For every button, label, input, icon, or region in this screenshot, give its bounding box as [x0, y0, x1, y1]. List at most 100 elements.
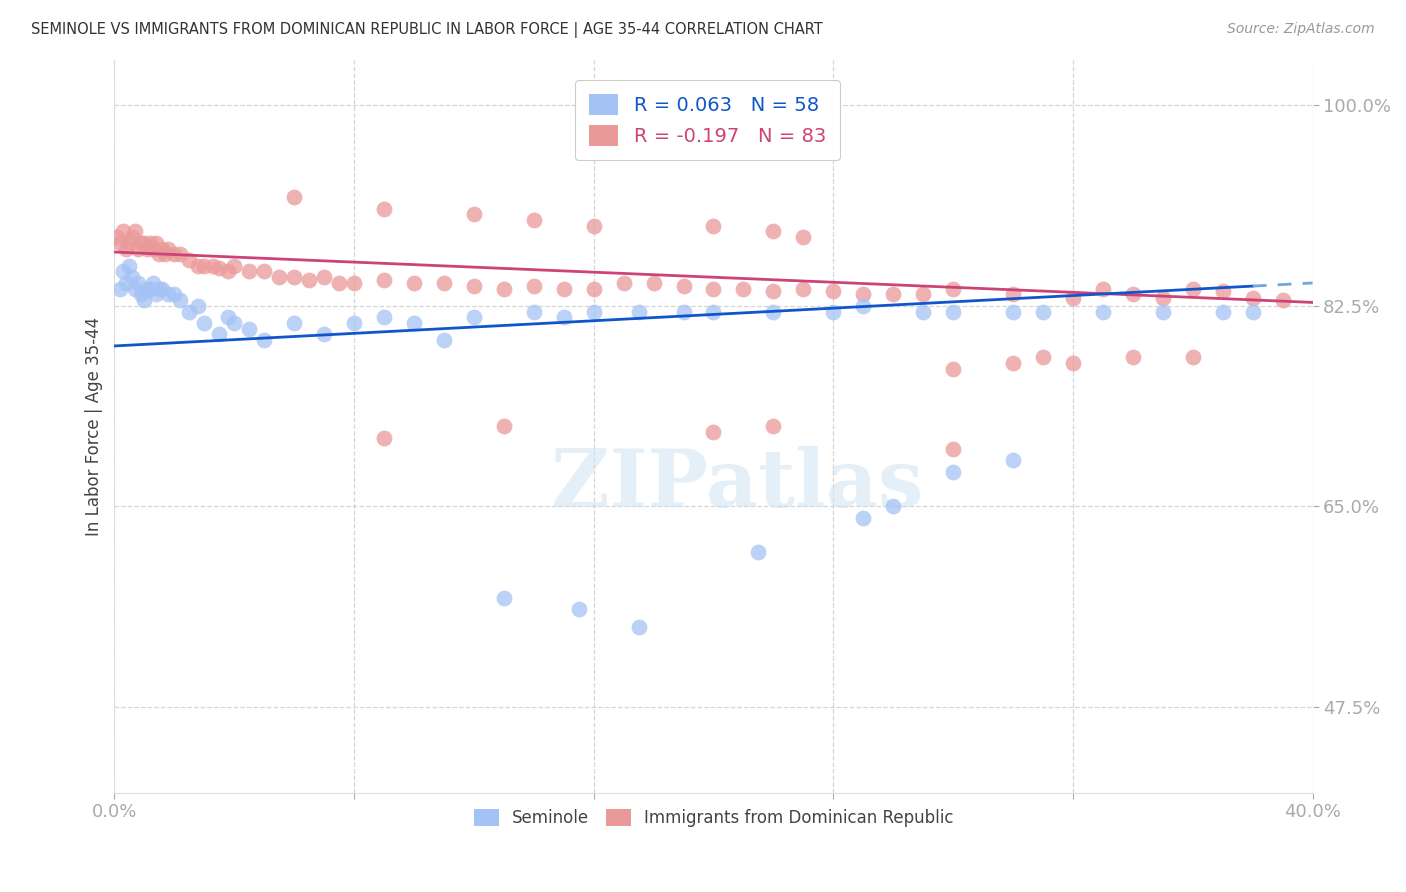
Point — [298, 272, 321, 286]
Point — [1212, 284, 1234, 298]
Point — [613, 276, 636, 290]
Point — [1122, 351, 1144, 365]
Point — [1062, 291, 1084, 305]
Point — [1091, 304, 1114, 318]
Point — [702, 219, 724, 233]
Point — [314, 270, 336, 285]
Point — [238, 264, 260, 278]
Point — [373, 272, 395, 286]
Point — [1152, 304, 1174, 318]
Point — [523, 304, 546, 318]
Point — [134, 235, 156, 250]
Point — [762, 419, 785, 434]
Point — [1271, 293, 1294, 307]
Point — [208, 327, 231, 342]
Point — [792, 230, 814, 244]
Point — [193, 259, 215, 273]
Point — [733, 282, 755, 296]
Point — [224, 259, 246, 273]
Point — [142, 276, 165, 290]
Point — [582, 219, 605, 233]
Point — [112, 264, 135, 278]
Point — [792, 282, 814, 296]
Point — [492, 419, 515, 434]
Point — [582, 304, 605, 318]
Point — [131, 235, 153, 250]
Point — [433, 333, 456, 347]
Point — [121, 230, 143, 244]
Point — [139, 282, 162, 296]
Point — [157, 287, 180, 301]
Point — [1032, 304, 1054, 318]
Point — [110, 235, 132, 250]
Legend: Seminole, Immigrants from Dominican Republic: Seminole, Immigrants from Dominican Repu… — [465, 801, 962, 836]
Point — [145, 235, 167, 250]
Point — [747, 545, 769, 559]
Point — [118, 235, 141, 250]
Point — [136, 282, 159, 296]
Point — [115, 276, 138, 290]
Point — [402, 316, 425, 330]
Point — [882, 500, 904, 514]
Point — [163, 287, 186, 301]
Point — [145, 287, 167, 301]
Point — [115, 242, 138, 256]
Point — [217, 264, 239, 278]
Point — [1091, 282, 1114, 296]
Point — [1152, 291, 1174, 305]
Point — [762, 304, 785, 318]
Point — [283, 190, 305, 204]
Point — [150, 242, 173, 256]
Point — [148, 247, 170, 261]
Point — [523, 279, 546, 293]
Point — [124, 282, 146, 296]
Point — [762, 224, 785, 238]
Point — [463, 310, 485, 325]
Point — [217, 310, 239, 325]
Point — [253, 264, 276, 278]
Point — [187, 299, 209, 313]
Point — [110, 282, 132, 296]
Point — [136, 242, 159, 256]
Point — [343, 316, 366, 330]
Point — [672, 279, 695, 293]
Point — [253, 333, 276, 347]
Point — [402, 276, 425, 290]
Point — [208, 261, 231, 276]
Point — [131, 287, 153, 301]
Point — [269, 270, 291, 285]
Point — [553, 282, 575, 296]
Point — [373, 431, 395, 445]
Point — [942, 442, 965, 456]
Point — [627, 619, 650, 633]
Point — [142, 242, 165, 256]
Point — [852, 287, 875, 301]
Point — [139, 235, 162, 250]
Point — [942, 362, 965, 376]
Point — [150, 282, 173, 296]
Point — [238, 322, 260, 336]
Point — [942, 465, 965, 479]
Point — [224, 316, 246, 330]
Point — [942, 304, 965, 318]
Point — [134, 293, 156, 307]
Point — [1212, 304, 1234, 318]
Point — [169, 247, 191, 261]
Point — [852, 510, 875, 524]
Point — [912, 304, 935, 318]
Point — [463, 207, 485, 221]
Point — [568, 602, 591, 616]
Point — [1002, 304, 1025, 318]
Point — [179, 304, 201, 318]
Point — [314, 327, 336, 342]
Point — [463, 279, 485, 293]
Text: SEMINOLE VS IMMIGRANTS FROM DOMINICAN REPUBLIC IN LABOR FORCE | AGE 35-44 CORREL: SEMINOLE VS IMMIGRANTS FROM DOMINICAN RE… — [31, 22, 823, 38]
Point — [672, 304, 695, 318]
Point — [882, 287, 904, 301]
Text: Source: ZipAtlas.com: Source: ZipAtlas.com — [1227, 22, 1375, 37]
Point — [169, 293, 191, 307]
Point — [643, 276, 665, 290]
Point — [328, 276, 350, 290]
Point — [492, 591, 515, 605]
Point — [852, 299, 875, 313]
